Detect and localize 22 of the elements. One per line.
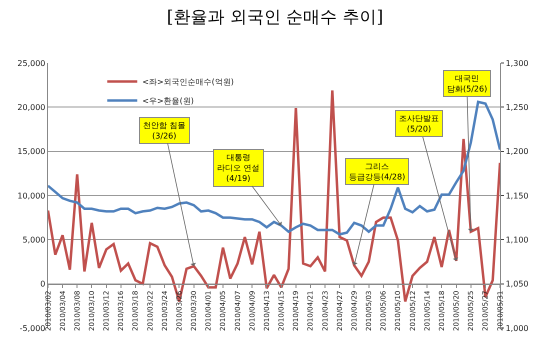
y-tick-label: 20,000 bbox=[17, 102, 46, 112]
y2-tick-label: 1,050 bbox=[506, 280, 529, 289]
y-tick-label: 10,000 bbox=[17, 191, 46, 200]
annotation: 그리스 등급강등(4/28) bbox=[349, 162, 406, 182]
y-tick-label: 5,000 bbox=[22, 235, 46, 244]
y2-tick-label: 1,000 bbox=[506, 324, 529, 333]
y2-tick-label: 1,200 bbox=[506, 147, 529, 156]
y2-tick-label: 1,100 bbox=[506, 235, 529, 244]
legend-label: <우>환율(원) bbox=[142, 96, 194, 106]
y-tick-label: 0 bbox=[40, 280, 46, 289]
annotation: 조사단발표 (5/20) bbox=[399, 114, 439, 134]
chart-title: [환율과 외국인 순매수 추이] bbox=[166, 7, 384, 28]
annotation: 대통령 라디오 연설 (4/19) bbox=[217, 153, 260, 183]
annotation: 천안함 침몰 (3/26) bbox=[143, 121, 186, 140]
y-tick-label: 25,000 bbox=[17, 58, 46, 68]
y-tick-label: 15,000 bbox=[17, 147, 46, 156]
y2-tick-label: 1,150 bbox=[506, 191, 529, 200]
y2-tick-label: 1,300 bbox=[506, 58, 529, 68]
legend-label: <좌>외국인순매수(억원) bbox=[142, 78, 234, 87]
y2-tick-label: 1,250 bbox=[506, 102, 529, 112]
annotation: 대국민 담화(5/26) bbox=[447, 74, 488, 94]
y-tick-label: -5,000 bbox=[20, 324, 46, 333]
